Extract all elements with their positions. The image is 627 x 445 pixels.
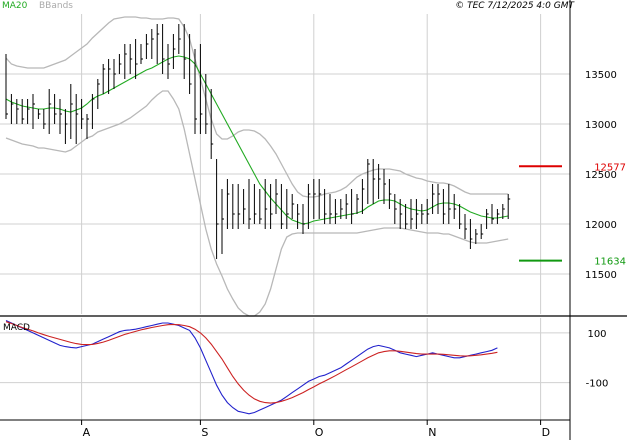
price-tick-label: 13500 — [585, 70, 617, 81]
support-level-label: 11634 — [594, 257, 626, 268]
macd-panel-title: MACD — [3, 323, 30, 333]
price-tick-label: 13000 — [585, 120, 617, 131]
macd-grid — [0, 318, 570, 420]
bbands-layer — [5, 16, 509, 317]
month-label: S — [201, 426, 208, 439]
month-label: O — [315, 426, 324, 439]
macd-layer — [5, 320, 498, 415]
resistance-level-label: 12577 — [594, 162, 626, 173]
macd-line — [5, 320, 498, 415]
macd-tick-label: -100 — [586, 379, 609, 390]
price-grid — [0, 14, 570, 314]
bbands-legend-label: BBands — [39, 1, 73, 11]
bbands-lower-line — [5, 90, 509, 317]
labels-layer: 11500 12000 12500 13000 13500 A S O N D 100 -100 125… — [83, 70, 626, 439]
bbands-upper-line — [5, 16, 509, 198]
ma20-legend-label: MA20 — [2, 1, 28, 11]
month-label: A — [83, 426, 91, 439]
month-label: N — [428, 426, 436, 439]
macd-tick-label: 100 — [587, 329, 606, 340]
signal-line — [5, 321, 498, 404]
levels-layer — [519, 165, 562, 262]
price-tick-label: 11500 — [585, 270, 617, 281]
ma20-layer — [5, 55, 509, 225]
price-bars-layer — [5, 24, 511, 259]
month-label: D — [542, 426, 550, 439]
copyright-text: © TEC 7/12/2025 4:0 GMT — [455, 1, 575, 11]
price-tick-label: 12000 — [585, 220, 617, 231]
price-tick-label: 12500 — [585, 170, 617, 181]
ma20-line — [5, 55, 509, 225]
